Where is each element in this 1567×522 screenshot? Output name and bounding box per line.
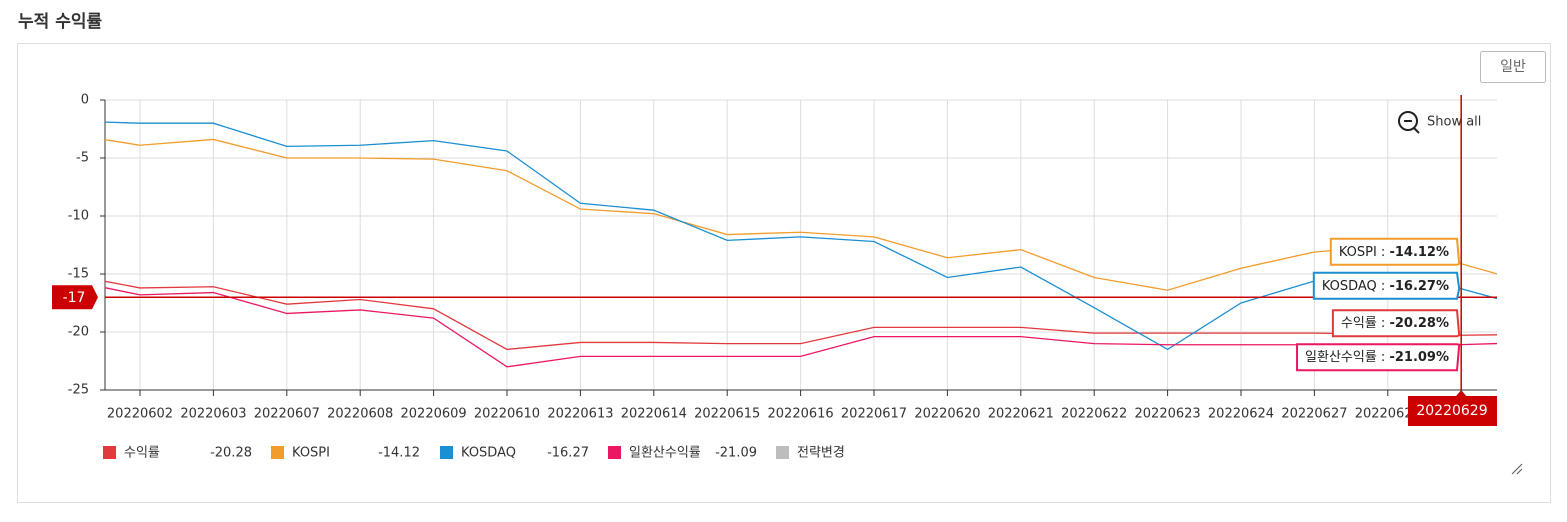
tooltip-box [1312,271,1461,300]
tooltip-part: -20.28% [1389,316,1449,331]
crosshair-y-label: -17 [63,290,86,306]
resize-line [1511,463,1523,475]
legend-label: KOSPI [292,446,330,461]
crosshair-x-label: 20220629 [1416,403,1487,419]
series-line [105,280,1497,351]
x-tick-label: 20220609 [401,407,467,422]
legend-swatch [608,446,621,459]
tooltip-part: : [1377,278,1390,293]
x-tick-label: 20220607 [254,407,320,422]
series-line [105,287,1497,368]
legend-swatch [103,446,116,459]
tooltip-part: KOSDAQ [1322,278,1377,293]
resize-line [1516,468,1523,475]
crosshair-x-box [1408,390,1497,426]
tooltip-text: 일환산수익률 : -21.09% [1305,350,1449,365]
x-tick-label: 20220628 [1355,407,1421,422]
page-title: 누적 수익률 [18,12,102,32]
legend-value: -16.27 [547,446,589,461]
y-tick-label: -20 [68,325,89,340]
legend-value: -20.28 [210,446,252,461]
x-tick-label: 20220602 [107,407,173,422]
tooltip-part: : [1377,350,1390,365]
x-tick-label: 20220620 [914,407,980,422]
mode-button[interactable] [1480,51,1546,83]
legend-value: -14.12 [378,446,420,461]
series-line [105,121,1497,351]
y-tick-label: -5 [76,151,89,166]
x-tick-label: 20220623 [1135,407,1201,422]
x-tick-label: 20220610 [474,407,540,422]
tooltip-part: KOSPI [1339,244,1377,259]
x-tick-label: 20220622 [1061,407,1127,422]
legend-swatch [776,446,789,459]
x-tick-label: 20220621 [988,407,1054,422]
x-tick-label: 20220614 [621,407,687,422]
legend-label: KOSDAQ [461,446,516,461]
tooltip-box [1329,237,1461,266]
y-tick-label: -25 [68,383,89,398]
tooltip-part: -16.27% [1389,278,1449,293]
x-tick-label: 20220613 [547,407,613,422]
plot-area [105,121,1497,368]
legend-value: -21.09 [715,446,757,461]
legend-label: 전략변경 [797,446,845,461]
tooltip: KOSDAQ : -16.27% [1312,271,1461,300]
x-tick-label: 20220603 [180,407,246,422]
tooltip: 수익률 : -20.28% [1331,309,1461,338]
legend-label: 수익률 [124,446,160,461]
y-tick-label: 0 [81,93,89,108]
tooltip-part: 일환산수익률 [1305,350,1377,365]
show-all[interactable]: Show all [1398,111,1481,134]
tooltip-box [1296,343,1461,372]
legend-label: 일환산수익률 [629,446,701,461]
chart-frame [17,43,1551,503]
tooltip-part: : [1377,316,1390,331]
mode-button-label[interactable]: 일반 [1500,59,1526,75]
crosshair-y-box [52,285,98,310]
y-tick-label: -10 [68,209,89,224]
legend-swatch [271,446,284,459]
tooltip-part: -21.09% [1389,350,1449,365]
tooltip-text: KOSDAQ : -16.27% [1322,278,1449,293]
y-tick-label: -15 [68,267,89,282]
zoom-icon[interactable] [1398,111,1418,131]
series-line [105,138,1497,291]
x-tick-label: 20220624 [1208,407,1274,422]
x-tick-label: 20220617 [841,407,907,422]
resize-handle[interactable] [1511,463,1523,475]
zoom-icon-handle [1413,127,1420,134]
tooltip: KOSPI : -14.12% [1329,237,1461,266]
tooltip-text: KOSPI : -14.12% [1339,244,1449,259]
x-tick-label: 20220627 [1281,407,1347,422]
tooltip-part: : [1377,244,1390,259]
tooltip: 일환산수익률 : -21.09% [1296,343,1461,372]
show-all-label[interactable]: Show all [1427,115,1481,130]
x-tick-label: 20220616 [768,407,834,422]
x-tick-label: 20220608 [327,407,393,422]
tooltip-text: 수익률 : -20.28% [1341,316,1449,331]
tooltip-part: 수익률 [1341,316,1377,331]
x-tick-label: 20220615 [694,407,760,422]
legend-swatch [440,446,453,459]
tooltip-box [1331,309,1461,338]
tooltip-part: -14.12% [1389,244,1449,259]
